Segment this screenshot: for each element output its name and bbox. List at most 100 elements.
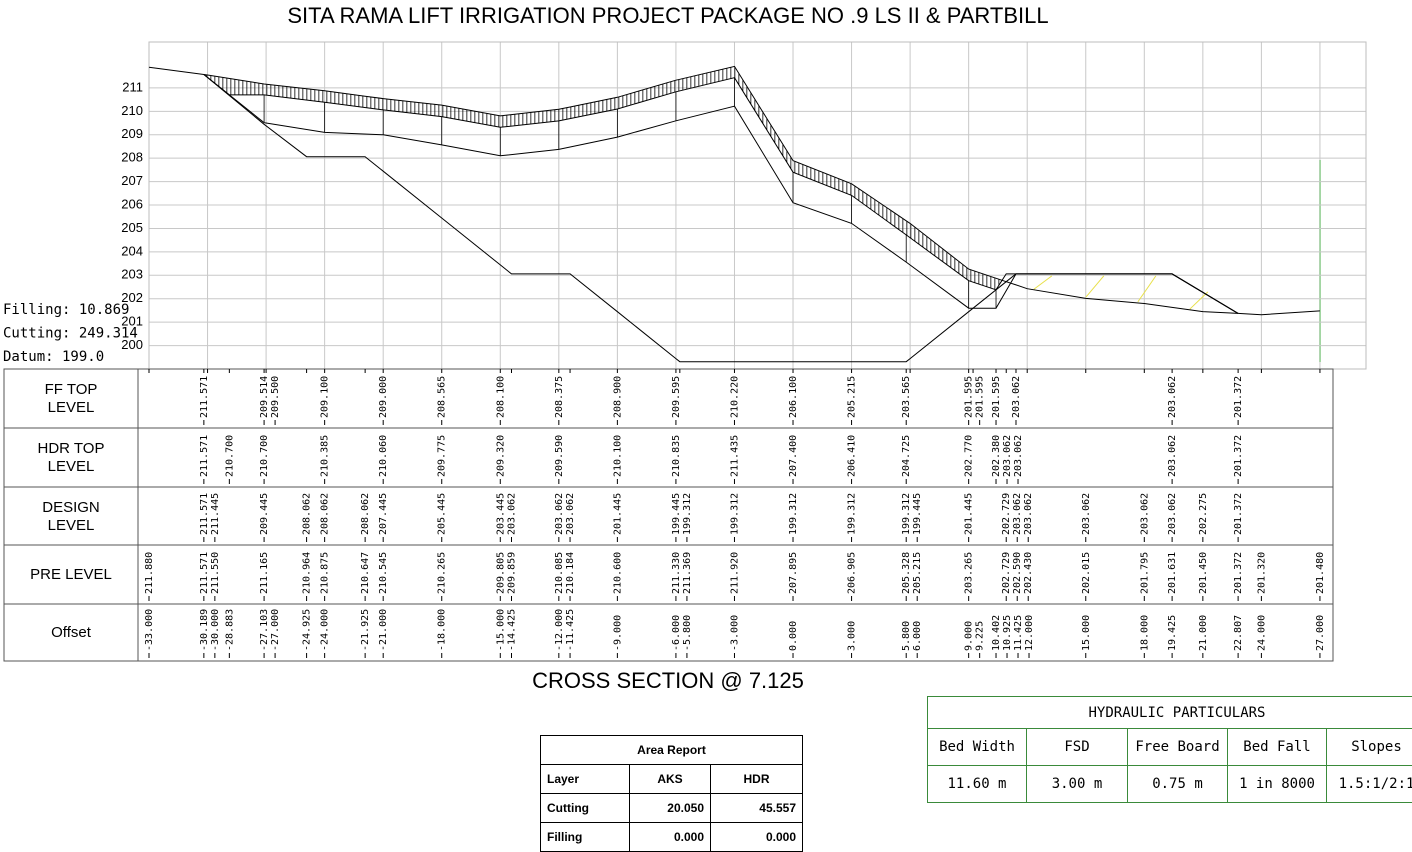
row-value-label: 203.062 <box>1139 493 1150 535</box>
cell: 0.000 <box>711 823 803 852</box>
row-value-label: 205.215 <box>912 552 923 594</box>
row-value-label: 201.595 <box>975 376 986 418</box>
row-value-label: 211.920 <box>729 552 740 594</box>
row-value-label: 22.807 <box>1233 615 1244 651</box>
row-header: FF TOP LEVEL <box>4 370 138 428</box>
annotation: Datum: 199.0 <box>3 349 104 365</box>
annotation: Cutting: 249.314 <box>3 326 138 342</box>
row-header: DESIGN LEVEL <box>4 488 138 546</box>
row-value-label: 210.964 <box>302 552 313 594</box>
row-value-label: 211.330 <box>671 552 682 594</box>
row-value-label: 203.062 <box>554 493 565 535</box>
row-value-label: 203.062 <box>1167 376 1178 418</box>
cell: Filling <box>541 823 630 852</box>
section-caption: CROSS SECTION @ 7.125 <box>532 668 804 693</box>
level-line <box>204 75 1238 314</box>
row-value-label: 211.880 <box>144 552 155 594</box>
fill-hatch <box>1190 292 1208 309</box>
column-header: AKS <box>630 765 711 794</box>
table-title: Area Report <box>541 736 803 765</box>
fill-hatch <box>1138 276 1156 302</box>
cell: 1 in 8000 <box>1228 766 1327 803</box>
row-value-label: 203.062 <box>1167 435 1178 477</box>
row-value-label: -9.000 <box>612 615 623 651</box>
row-header-text: HDR TOP LEVEL <box>29 440 113 476</box>
column-header: Free Board <box>1128 729 1228 766</box>
row-value-label: 208.062 <box>360 493 371 535</box>
row-value-label: 203.445 <box>495 493 506 535</box>
row-value-label: 211.445 <box>210 493 221 535</box>
row-header-text: Offset <box>29 624 113 642</box>
row-value-label: 202.380 <box>991 435 1002 477</box>
cell: 20.050 <box>630 794 711 823</box>
row-value-label: 211.571 <box>199 493 210 535</box>
cell: 3.00 m <box>1027 766 1128 803</box>
row-value-label: 24.000 <box>1256 615 1267 651</box>
row-value-label: 27.000 <box>1315 615 1326 651</box>
row-value-label: -30.000 <box>210 609 221 651</box>
row-value-label: 0.000 <box>788 621 799 651</box>
row-value-label: 208.100 <box>495 376 506 418</box>
y-tick-label: 206 <box>121 196 143 211</box>
row-value-label: -21.000 <box>378 609 389 651</box>
row-value-label: -18.000 <box>437 609 448 651</box>
row-value-label: -27.103 <box>259 609 270 651</box>
row-value-label: 201.445 <box>964 493 975 535</box>
row-value-label: 205.215 <box>847 376 858 418</box>
row-value-label: 203.062 <box>565 493 576 535</box>
row-value-label: 208.900 <box>612 376 623 418</box>
column-header: FSD <box>1027 729 1128 766</box>
row-value-label: 210.647 <box>360 552 371 594</box>
row-value-label: 211.571 <box>199 552 210 594</box>
row-value-label: 210.060 <box>378 435 389 477</box>
row-value-label: 202.275 <box>1198 493 1209 535</box>
row-value-label: 210.385 <box>320 435 331 477</box>
cell: 0.000 <box>630 823 711 852</box>
row-value-label: 203.265 <box>964 552 975 594</box>
y-tick-label: 211 <box>122 79 143 94</box>
row-value-label: 19.425 <box>1167 615 1178 651</box>
row-value-label: -21.925 <box>360 609 371 651</box>
row-value-label: -3.000 <box>729 615 740 651</box>
row-value-label: 209.445 <box>259 493 270 535</box>
row-value-label: 210.220 <box>729 376 740 418</box>
row-value-label: -14.425 <box>507 609 518 651</box>
row-header: Offset <box>4 604 138 662</box>
row-value-label: 203.062 <box>1013 435 1024 477</box>
row-value-label: 209.859 <box>507 552 518 594</box>
y-tick-label: 203 <box>121 267 143 282</box>
row-value-label: 12.000 <box>1024 615 1035 651</box>
cell: 45.557 <box>711 794 803 823</box>
row-value-label: 209.320 <box>495 435 506 477</box>
row-value-label: -5.800 <box>682 615 693 651</box>
row-header: HDR TOP LEVEL <box>4 429 138 487</box>
row-value-label: 211.369 <box>682 552 693 594</box>
row-value-label: 203.062 <box>1011 376 1022 418</box>
row-header-text: DESIGN LEVEL <box>29 499 113 535</box>
row-value-label: 206.905 <box>847 552 858 594</box>
row-value-label: 201.445 <box>612 493 623 535</box>
row-value-label: 207.895 <box>788 552 799 594</box>
row-value-label: 201.631 <box>1167 552 1178 594</box>
row-value-label: 203.062 <box>1081 493 1092 535</box>
row-value-label: 201.795 <box>1139 552 1150 594</box>
row-value-label: -27.000 <box>270 609 281 651</box>
row-value-label: 210.100 <box>612 435 623 477</box>
row-value-label: 208.375 <box>554 376 565 418</box>
column-header: Slopes <box>1327 729 1412 766</box>
row-value-label: 210.265 <box>437 552 448 594</box>
row-value-label: -11.425 <box>565 609 576 651</box>
row-value-label: 18.000 <box>1139 615 1150 651</box>
chart-title: SITA RAMA LIFT IRRIGATION PROJECT PACKAG… <box>287 3 1048 28</box>
row-value-label: 210.700 <box>259 435 270 477</box>
row-value-label: 211.571 <box>199 435 210 477</box>
row-value-label: 202.729 <box>1001 552 1012 594</box>
row-value-label: 9.225 <box>975 621 986 651</box>
row-value-label: 199.445 <box>912 493 923 535</box>
row-value-label: 9.000 <box>964 621 975 651</box>
row-value-label: -24.925 <box>302 609 313 651</box>
row-value-label: 204.725 <box>901 435 912 477</box>
cell: 11.60 m <box>928 766 1027 803</box>
row-value-label: 207.400 <box>788 435 799 477</box>
row-value-label: 201.595 <box>964 376 975 418</box>
